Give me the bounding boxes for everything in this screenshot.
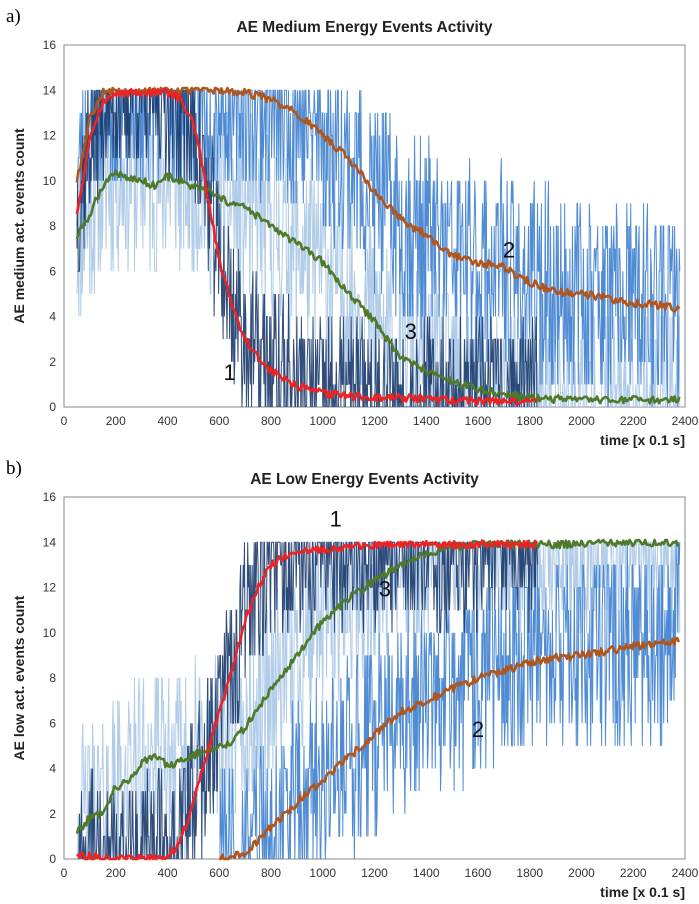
x-tick-label: 2400	[672, 414, 699, 428]
x-tick-label: 1600	[465, 414, 492, 428]
x-tick-label: 200	[106, 414, 126, 428]
series-line-1	[75, 539, 538, 861]
y-tick-label: 4	[49, 762, 56, 776]
y-tick-label: 12	[43, 129, 57, 143]
y-tick-label: 4	[49, 310, 56, 324]
x-tick-label: 800	[261, 414, 281, 428]
x-tick-label: 1400	[413, 866, 440, 880]
y-axis-label: AE medium act. events count	[11, 128, 27, 324]
x-axis-label: time [x 0.1 s]	[600, 432, 685, 448]
raw-trace-1	[76, 89, 538, 407]
raw-trace-3	[76, 90, 681, 407]
y-tick-label: 10	[43, 174, 57, 188]
series-label-3: 3	[379, 577, 391, 602]
x-tick-label: 1800	[516, 866, 543, 880]
x-tick-label: 2000	[568, 414, 595, 428]
y-tick-label: 6	[49, 716, 56, 730]
panel-letter: a)	[6, 6, 21, 27]
y-tick-label: 2	[49, 355, 56, 369]
y-tick-label: 0	[49, 852, 56, 866]
x-tick-label: 1200	[361, 414, 388, 428]
series-label-1: 1	[330, 506, 342, 531]
x-tick-label: 1200	[361, 866, 388, 880]
x-tick-label: 2400	[672, 866, 699, 880]
chart-a-svg: a)AE Medium Energy Events Activity123024…	[6, 6, 699, 448]
series-label-2: 2	[472, 717, 484, 742]
x-tick-label: 0	[61, 414, 68, 428]
series-label-2: 2	[503, 238, 515, 263]
x-tick-label: 600	[209, 414, 229, 428]
y-tick-label: 16	[43, 38, 57, 52]
y-tick-label: 8	[49, 671, 56, 685]
chart-title: AE Low Energy Events Activity	[250, 471, 479, 488]
series-line-3	[75, 538, 680, 834]
panel-letter: b)	[6, 458, 22, 479]
x-tick-label: 2200	[620, 866, 647, 880]
x-tick-label: 400	[157, 866, 177, 880]
series-line-3	[75, 169, 681, 405]
y-tick-label: 2	[49, 807, 56, 821]
x-tick-label: 200	[106, 866, 126, 880]
series-line-2	[219, 636, 681, 861]
raw-trace-3	[76, 541, 681, 859]
raw-trace-2	[219, 542, 681, 859]
x-tick-label: 400	[157, 414, 177, 428]
series-label-3: 3	[405, 319, 417, 344]
chart-title: AE Medium Energy Events Activity	[236, 19, 492, 36]
x-tick-label: 600	[209, 866, 229, 880]
series-line-2	[75, 86, 681, 313]
chart-panel-a: a) AE Medium Energy Events Activity 1 2 3 0 2 4…	[6, 6, 699, 448]
y-tick-label: 6	[49, 264, 56, 278]
y-tick-label: 8	[49, 219, 56, 233]
y-tick-label: 14	[43, 83, 57, 97]
raw-traces	[76, 89, 681, 407]
x-tick-label: 1800	[516, 414, 543, 428]
x-tick-label: 2200	[620, 414, 647, 428]
x-axis-label: time [x 0.1 s]	[600, 884, 685, 900]
y-tick-label: 0	[49, 400, 56, 414]
chart-b-svg: b)AE Low Energy Events Activity123024681…	[6, 458, 699, 900]
chart-panel-b: b) AE Low Energy Events Activity 1 2 3 0 2 4 6 8 1…	[0, 452, 699, 904]
x-tick-label: 2000	[568, 866, 595, 880]
series-line-1	[75, 87, 538, 406]
x-tick-label: 800	[261, 866, 281, 880]
y-tick-label: 10	[43, 626, 57, 640]
series-label-1: 1	[223, 360, 235, 385]
x-tick-label: 1000	[309, 414, 336, 428]
x-tick-label: 1000	[309, 866, 336, 880]
y-tick-label: 16	[43, 490, 57, 504]
y-tick-label: 12	[43, 581, 57, 595]
x-tick-label: 0	[61, 866, 68, 880]
x-tick-label: 1600	[465, 866, 492, 880]
y-tick-label: 14	[43, 535, 57, 549]
x-tick-label: 1400	[413, 414, 440, 428]
y-axis-label: AE low act. events count	[11, 595, 27, 760]
